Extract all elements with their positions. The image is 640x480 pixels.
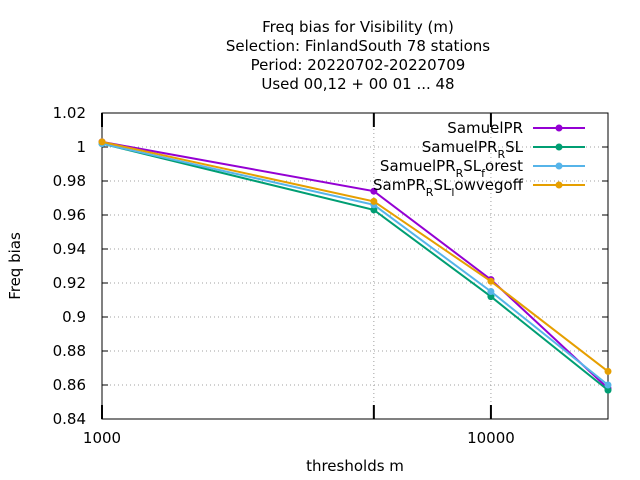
legend-marker bbox=[555, 181, 563, 189]
data-point bbox=[370, 206, 378, 214]
series-line bbox=[101, 142, 609, 391]
legend: SamuelPRSamuelPRRSLSamuelPRRSLforestSamP… bbox=[373, 119, 585, 199]
series-lines bbox=[98, 138, 612, 394]
data-point bbox=[604, 381, 612, 389]
data-point bbox=[487, 277, 495, 285]
legend-label-sub: f bbox=[481, 167, 486, 180]
x-tick-label: 1000 bbox=[83, 429, 121, 447]
legend-label-sub: l bbox=[451, 186, 454, 199]
y-tick-label: 1.02 bbox=[53, 104, 86, 122]
y-tick-label: 0.96 bbox=[53, 206, 86, 224]
y-tick-label: 0.92 bbox=[53, 274, 86, 292]
legend-label-base: SamPR bbox=[373, 176, 426, 194]
y-tick-label: 0.94 bbox=[53, 240, 86, 258]
series-line bbox=[101, 140, 609, 373]
y-axis-label: Freq bias bbox=[6, 232, 24, 300]
y-tick-label: 0.84 bbox=[53, 410, 86, 428]
legend-label: SamuelPRRSL bbox=[422, 138, 524, 161]
legend-label-tail: orest bbox=[485, 157, 523, 175]
legend-label-sub: R bbox=[497, 148, 505, 161]
data-point bbox=[604, 367, 612, 375]
legend-label: SamuelPR bbox=[447, 119, 523, 137]
legend-label-sub: R bbox=[426, 186, 434, 199]
data-point bbox=[604, 386, 612, 394]
legend-marker bbox=[555, 143, 563, 151]
legend-label: SamuelPRRSLforest bbox=[380, 157, 523, 180]
data-point bbox=[487, 288, 495, 295]
legend-label-tail: SL bbox=[505, 138, 524, 156]
y-tick-label: 0.98 bbox=[53, 172, 86, 190]
legend-label-tail: owvegoff bbox=[454, 176, 523, 194]
title-line: Used 00,12 + 00 01 ... 48 bbox=[261, 75, 454, 93]
legend-marker bbox=[555, 124, 563, 132]
legend-label-base: SamuelPR bbox=[422, 138, 498, 156]
data-point bbox=[98, 138, 106, 146]
chart-title: Freq bias for Visibility (m)Selection: F… bbox=[226, 18, 490, 93]
legend-marker bbox=[555, 162, 563, 170]
series-line bbox=[101, 140, 609, 390]
series-line bbox=[101, 142, 609, 386]
x-tick-label: 10000 bbox=[467, 429, 515, 447]
data-point bbox=[487, 293, 495, 301]
legend-label-sub: R bbox=[456, 167, 464, 180]
title-line: Selection: FinlandSouth 78 stations bbox=[226, 37, 490, 55]
title-line: Period: 20220702-20220709 bbox=[251, 56, 466, 74]
data-point bbox=[370, 197, 378, 205]
y-tick-label: 0.86 bbox=[53, 376, 86, 394]
y-tick-label: 0.88 bbox=[53, 342, 86, 360]
legend-label: SamPRRSLlowvegoff bbox=[373, 176, 524, 199]
legend-label-base: SamuelPR bbox=[447, 119, 523, 137]
data-point bbox=[370, 187, 378, 195]
legend-label-tail: SL bbox=[463, 157, 482, 175]
legend-label-tail: SL bbox=[433, 176, 452, 194]
title-line: Freq bias for Visibility (m) bbox=[262, 18, 454, 36]
plot-frame bbox=[101, 112, 609, 420]
legend-label-base: SamuelPR bbox=[380, 157, 456, 175]
axis-ticks: 0.84 0.86 0.88 0.9 0.92 0.94 0.96 0.98 1 1.02 1000… bbox=[53, 104, 608, 447]
y-tick-label: 0.9 bbox=[62, 308, 86, 326]
x-axis-label: thresholds m bbox=[306, 457, 404, 475]
y-tick-label: 1 bbox=[76, 138, 86, 156]
grid bbox=[102, 113, 608, 419]
